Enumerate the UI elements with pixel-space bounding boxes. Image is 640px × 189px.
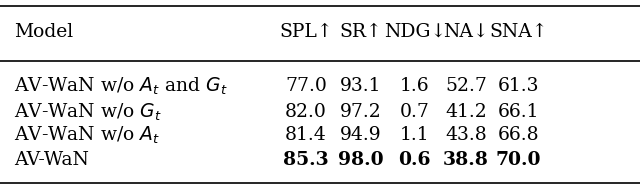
Text: 38.8: 38.8: [443, 151, 489, 169]
Text: AV-WaN w/o $G_t$: AV-WaN w/o $G_t$: [14, 101, 162, 123]
Text: SNA↑: SNA↑: [489, 23, 548, 41]
Text: 41.2: 41.2: [445, 103, 487, 121]
Text: 94.9: 94.9: [339, 126, 381, 144]
Text: 43.8: 43.8: [445, 126, 487, 144]
Text: 85.3: 85.3: [283, 151, 329, 169]
Text: 0.6: 0.6: [399, 151, 431, 169]
Text: 66.8: 66.8: [497, 126, 540, 144]
Text: AV-WaN w/o $A_t$: AV-WaN w/o $A_t$: [14, 125, 161, 146]
Text: SPL↑: SPL↑: [279, 23, 333, 41]
Text: 97.2: 97.2: [339, 103, 381, 121]
Text: Model: Model: [14, 23, 73, 41]
Text: AV-WaN: AV-WaN: [14, 151, 89, 169]
Text: 82.0: 82.0: [285, 103, 327, 121]
Text: 93.1: 93.1: [340, 77, 381, 95]
Text: 66.1: 66.1: [498, 103, 539, 121]
Text: NDG↓: NDG↓: [383, 23, 446, 41]
Text: AV-WaN w/o $A_t$ and $G_t$: AV-WaN w/o $A_t$ and $G_t$: [14, 76, 228, 97]
Text: 81.4: 81.4: [285, 126, 327, 144]
Text: 77.0: 77.0: [285, 77, 327, 95]
Text: 70.0: 70.0: [495, 151, 541, 169]
Text: SR↑: SR↑: [339, 23, 381, 41]
Text: 61.3: 61.3: [498, 77, 539, 95]
Text: 0.7: 0.7: [400, 103, 429, 121]
Text: NA↓: NA↓: [443, 23, 489, 41]
Text: 52.7: 52.7: [445, 77, 487, 95]
Text: 98.0: 98.0: [337, 151, 383, 169]
Text: 1.1: 1.1: [400, 126, 429, 144]
Text: 1.6: 1.6: [400, 77, 429, 95]
